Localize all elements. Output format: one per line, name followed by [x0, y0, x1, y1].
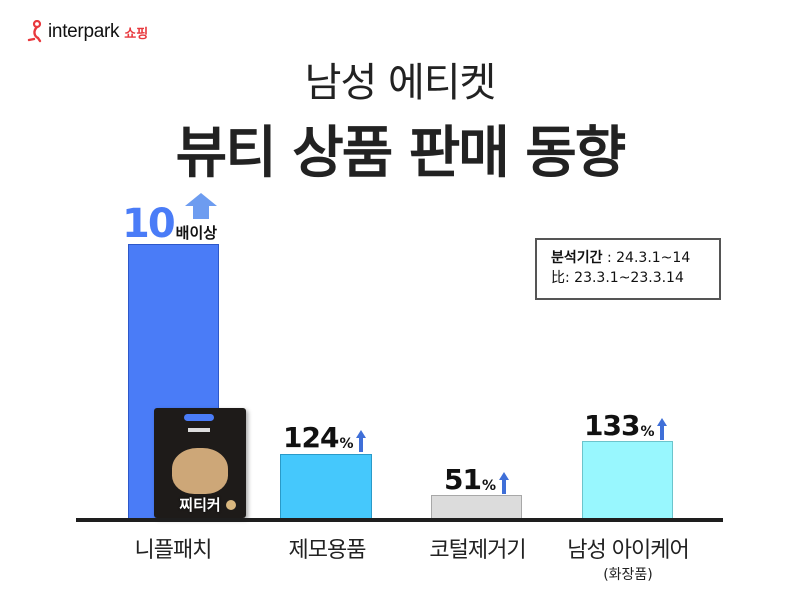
value-label-nose-trimmer: 51 %: [444, 466, 509, 494]
value-suffix: %: [640, 424, 655, 440]
logo-text: interpark: [48, 21, 120, 42]
interpark-logo[interactable]: interpark 쇼핑: [26, 20, 148, 44]
product-illustration: [172, 448, 228, 494]
bar-men-eyecare: [582, 441, 673, 519]
category-label-hair-removal: 제모용품: [288, 538, 367, 563]
up-arrow-large-icon: [185, 193, 217, 219]
period-line-2: 比: 23.3.1~23.3.14: [551, 268, 719, 288]
bar-nose-trimmer: [431, 495, 522, 519]
category-label-nipple-patch: 니플패치: [134, 538, 213, 563]
bar-hair-removal: [280, 454, 372, 519]
value-suffix: %: [339, 436, 354, 452]
logo-shop-suffix: 쇼핑: [124, 26, 149, 42]
value-label-hair-removal: 124 %: [283, 421, 367, 454]
x-axis-baseline: [76, 518, 723, 522]
product-brand-text: 찌티커: [179, 496, 221, 514]
product-badge: [226, 500, 236, 510]
up-arrow-icon: [657, 418, 668, 440]
value-suffix: 배이상: [175, 224, 218, 242]
value-label-nipple-patch: 10 배이상: [122, 201, 218, 247]
value-suffix: %: [481, 478, 496, 494]
interpark-person-icon: [27, 20, 42, 43]
title-line-2: 뷰티 상품 판매 동향: [175, 121, 627, 186]
compare-label: 比: [551, 270, 565, 286]
title-line-1: 남성 에티켓: [304, 60, 497, 106]
value-number: 133: [584, 409, 640, 442]
value-number: 51: [444, 463, 482, 496]
analysis-period-box: 분석기간 : 24.3.1~14 比: 23.3.1~23.3.14: [535, 238, 721, 300]
period-line-1: 분석기간 : 24.3.1~14: [551, 248, 719, 268]
period-value: : 24.3.1~14: [602, 250, 691, 266]
value-number: 124: [283, 421, 339, 454]
period-label: 분석기간: [551, 250, 603, 266]
category-sublabel-cosmetics: (화장품): [603, 567, 653, 583]
compare-value: : 23.3.1~23.3.14: [565, 270, 684, 286]
nipple-patch-product-image: 찌티커: [154, 408, 246, 518]
category-label-men-eyecare: 남성 아이케어: [567, 538, 689, 563]
value-label-men-eyecare: 133 %: [584, 409, 668, 442]
up-arrow-icon: [499, 472, 509, 494]
product-hang-hole: [184, 414, 214, 421]
up-arrow-icon: [356, 430, 367, 452]
value-number: 10: [122, 201, 176, 247]
category-label-nose-trimmer: 코털제거기: [429, 538, 526, 563]
product-tag: [188, 428, 210, 432]
